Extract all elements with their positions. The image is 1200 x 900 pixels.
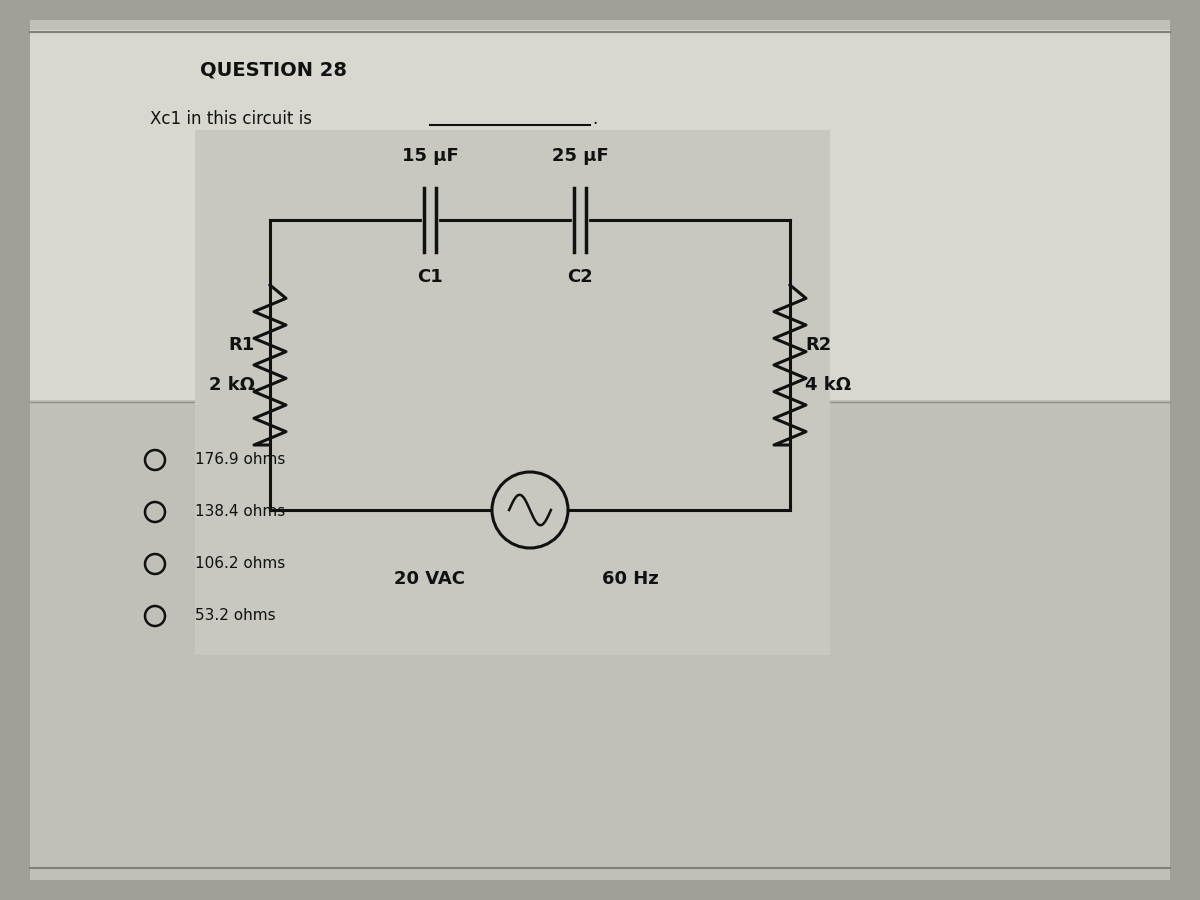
Text: 25 μF: 25 μF [552,147,608,165]
Text: C2: C2 [568,268,593,286]
Text: Xc1 in this circuit is: Xc1 in this circuit is [150,110,312,128]
Text: 60 Hz: 60 Hz [601,570,659,588]
Text: 138.4 ohms: 138.4 ohms [194,505,286,519]
Text: 106.2 ohms: 106.2 ohms [194,556,286,572]
Text: QUESTION 28: QUESTION 28 [200,60,347,79]
Text: 4 kΩ: 4 kΩ [805,376,851,394]
Text: 176.9 ohms: 176.9 ohms [194,453,286,467]
Text: 15 μF: 15 μF [402,147,458,165]
Circle shape [492,472,568,548]
Text: 53.2 ohms: 53.2 ohms [194,608,276,624]
Bar [194,130,830,655]
Text: R2: R2 [805,336,832,354]
Bar [30,30,1170,400]
Text: .: . [592,110,598,128]
Text: 20 VAC: 20 VAC [395,570,466,588]
Text: C1: C1 [418,268,443,286]
Text: 2 kΩ: 2 kΩ [209,376,256,394]
Text: R1: R1 [229,336,256,354]
